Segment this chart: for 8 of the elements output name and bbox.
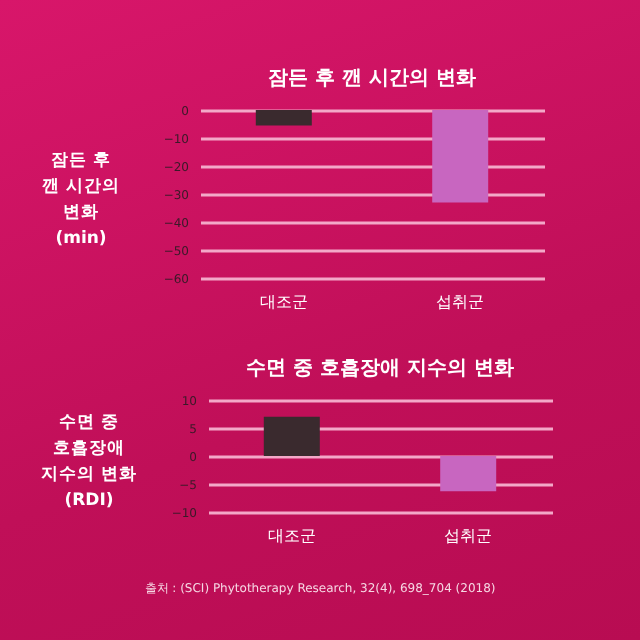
x-tick-label: 섭취군	[444, 527, 493, 545]
x-tick-label: 대조군	[267, 527, 316, 545]
x-tick-label: 섭취군	[436, 293, 485, 311]
chart-title: 수면 중 호흡장애 지수의 변화	[246, 358, 514, 380]
y-axis-title: 잠든 후 깬 시간의 변화 (min)	[42, 151, 120, 249]
chart-title: 잠든 후 깬 시간의 변화	[268, 68, 476, 90]
x-tick-label: 대조군	[259, 293, 308, 311]
y-axis-title: 수면 중 호흡장애 지수의 변화 (RDI)	[39, 413, 137, 511]
